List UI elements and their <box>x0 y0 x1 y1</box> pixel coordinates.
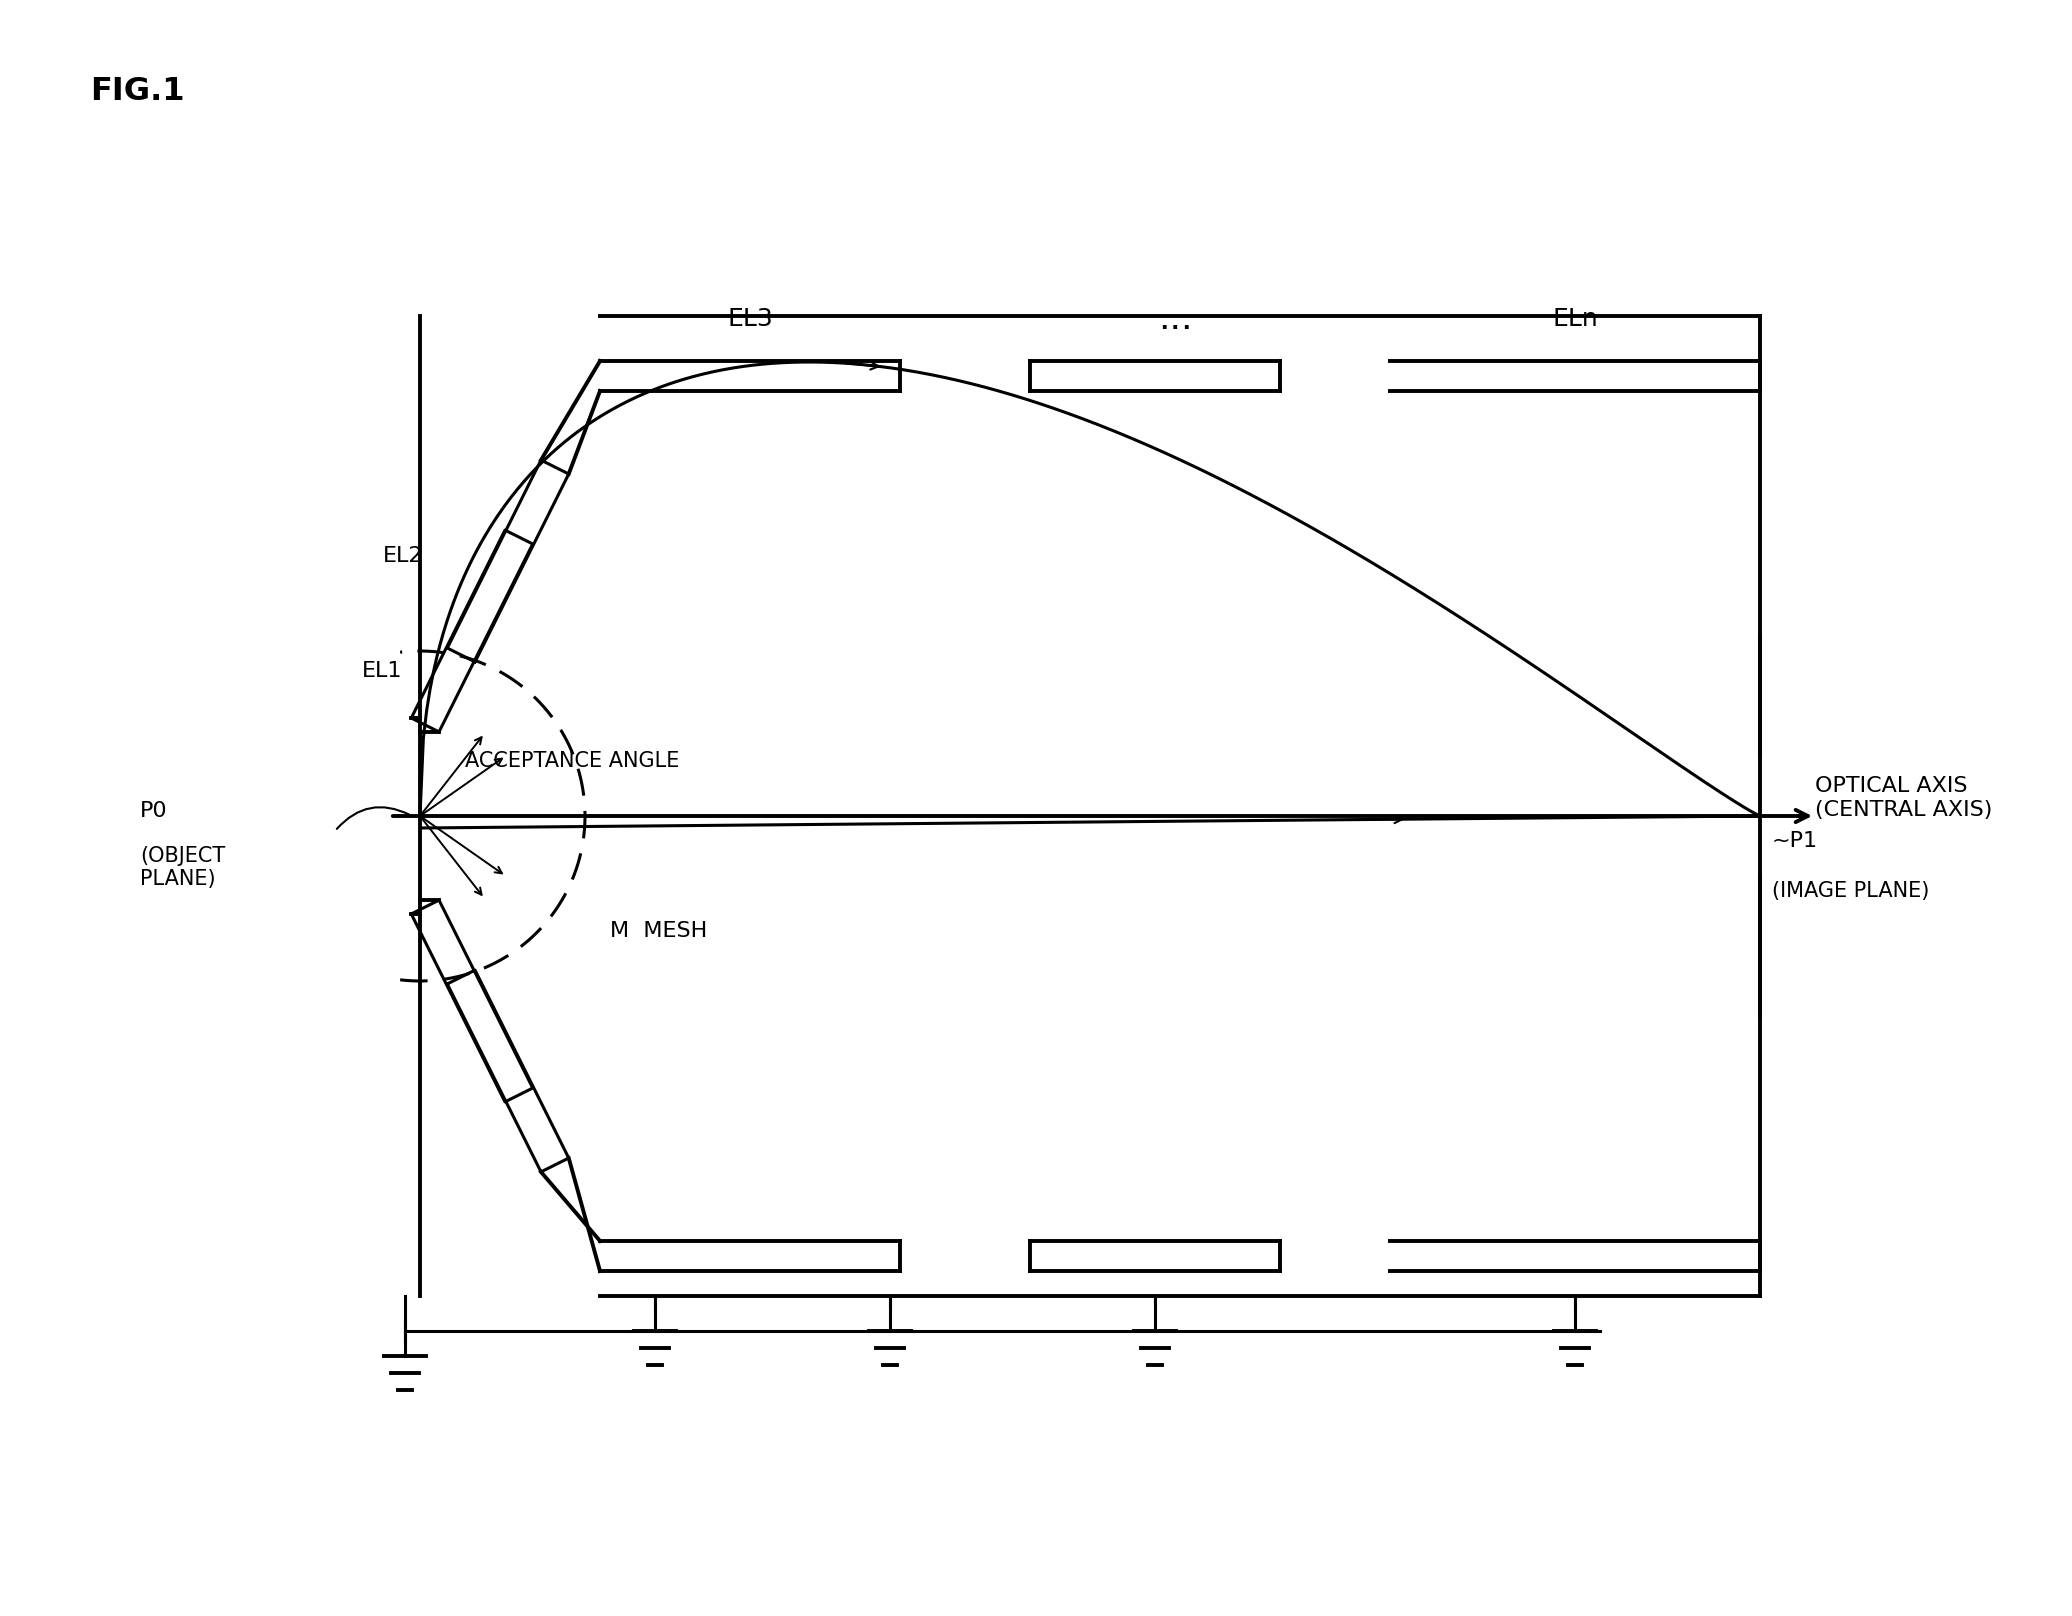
Text: EL3: EL3 <box>727 307 773 331</box>
Text: ...: ... <box>1158 302 1191 336</box>
Text: FIG.1: FIG.1 <box>89 76 184 107</box>
Text: OPTICAL AXIS
(CENTRAL AXIS): OPTICAL AXIS (CENTRAL AXIS) <box>1815 776 1993 819</box>
Text: EL2: EL2 <box>383 546 423 566</box>
Text: (IMAGE PLANE): (IMAGE PLANE) <box>1772 881 1929 902</box>
Text: ~P1: ~P1 <box>1772 831 1817 852</box>
Text: ELn: ELn <box>1552 307 1598 331</box>
Text: EL1: EL1 <box>363 661 402 680</box>
Text: P0: P0 <box>141 802 168 821</box>
Text: (OBJECT
PLANE): (OBJECT PLANE) <box>141 847 226 889</box>
Text: ACCEPTANCE ANGLE: ACCEPTANCE ANGLE <box>464 751 680 771</box>
Text: M  MESH: M MESH <box>609 921 707 941</box>
